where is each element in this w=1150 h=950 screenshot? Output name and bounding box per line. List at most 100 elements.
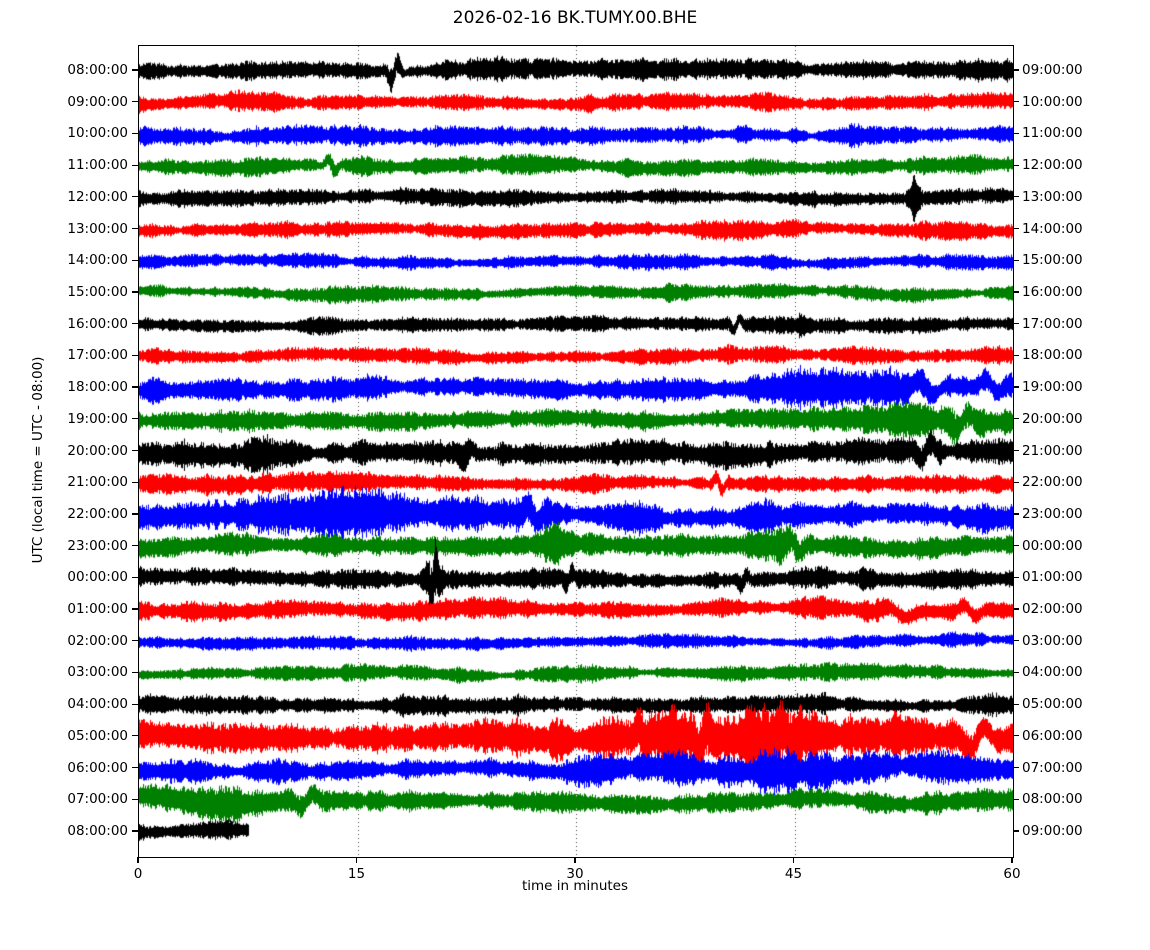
y-tick-right [1013, 196, 1019, 198]
y-tick-right [1013, 703, 1019, 705]
local-time-label: 16:00:00 [1022, 283, 1083, 300]
utc-time-label: 05:00:00 [67, 727, 128, 744]
utc-time-label: 08:00:00 [67, 823, 128, 839]
x-tick [792, 857, 795, 863]
x-tick [574, 857, 576, 863]
y-tick-right [1013, 132, 1019, 134]
local-time-label: 08:00:00 [1022, 791, 1083, 808]
utc-time-label: 12:00:00 [67, 188, 128, 205]
local-time-label: 17:00:00 [1022, 315, 1083, 332]
y-tick-left [132, 259, 138, 261]
y-tick-left [132, 830, 138, 832]
y-tick-left [132, 735, 138, 737]
x-tick-label: 45 [784, 866, 803, 882]
local-time-label: 13:00:00 [1022, 188, 1083, 205]
y-tick-left [132, 132, 138, 134]
y-tick-left [132, 671, 138, 674]
y-tick-right [1013, 354, 1019, 356]
y-tick-right [1013, 386, 1019, 388]
y-tick-right [1013, 640, 1019, 642]
utc-time-label: 09:00:00 [67, 93, 128, 110]
utc-time-label: 08:00:00 [67, 62, 128, 78]
y-tick-right [1013, 830, 1019, 832]
y-tick-right [1013, 449, 1019, 452]
local-time-label: 04:00:00 [1022, 664, 1083, 681]
local-time-label: 03:00:00 [1022, 632, 1083, 649]
local-time-label: 10:00:00 [1022, 93, 1083, 110]
y-tick-left [132, 798, 138, 800]
x-tick [355, 857, 358, 863]
y-tick-left [132, 481, 138, 483]
utc-time-label: 02:00:00 [67, 632, 128, 649]
x-tick [137, 857, 139, 863]
y-tick-left [132, 386, 138, 388]
y-tick-left [132, 291, 138, 293]
utc-time-label: 14:00:00 [67, 252, 128, 269]
y-tick-right [1013, 513, 1019, 515]
y-tick-right [1013, 291, 1019, 293]
utc-time-label: 23:00:00 [67, 537, 128, 554]
y-tick-right [1013, 735, 1019, 737]
utc-time-label: 17:00:00 [67, 347, 128, 364]
local-time-label: 14:00:00 [1022, 220, 1083, 237]
y-tick-right [1013, 798, 1019, 800]
utc-time-label: 01:00:00 [67, 601, 128, 618]
y-tick-left [132, 513, 138, 515]
y-tick-left [132, 227, 138, 230]
y-tick-left [132, 323, 138, 325]
y-tick-right [1013, 259, 1019, 261]
local-time-label: 20:00:00 [1022, 410, 1083, 427]
y-tick-left [132, 449, 138, 452]
local-time-label: 01:00:00 [1022, 569, 1083, 586]
seismogram-traces-canvas [139, 46, 1013, 857]
local-time-label: 06:00:00 [1022, 727, 1083, 744]
x-tick-label: 60 [1003, 866, 1021, 882]
x-tick-label: 30 [566, 866, 584, 882]
local-time-label: 11:00:00 [1022, 125, 1083, 142]
y-tick-left [132, 766, 138, 769]
y-tick-right [1013, 418, 1019, 420]
y-tick-left [132, 101, 138, 103]
utc-time-label: 10:00:00 [67, 125, 128, 142]
y-tick-left [132, 69, 138, 71]
local-time-label: 19:00:00 [1022, 379, 1083, 396]
x-tick-label: 0 [133, 866, 143, 882]
utc-time-label: 07:00:00 [67, 791, 128, 808]
y-tick-right [1013, 323, 1019, 325]
utc-time-label: 11:00:00 [67, 157, 128, 174]
y-tick-right [1013, 608, 1019, 610]
x-tick-label: 15 [347, 866, 366, 882]
utc-time-label: 22:00:00 [67, 505, 128, 522]
y-tick-right [1013, 69, 1019, 71]
local-time-label: 00:00:00 [1022, 537, 1083, 554]
x-axis-title: time in minutes [521, 878, 629, 894]
utc-time-label: 18:00:00 [67, 379, 128, 396]
utc-time-label: 03:00:00 [67, 664, 128, 681]
y-tick-right [1013, 671, 1019, 674]
local-time-label: 22:00:00 [1022, 474, 1083, 491]
y-tick-right [1013, 227, 1019, 230]
utc-time-label: 15:00:00 [67, 283, 128, 300]
local-time-label: 09:00:00 [1022, 823, 1083, 839]
y-tick-left [132, 576, 138, 578]
y-tick-right [1013, 766, 1019, 769]
utc-time-label: 19:00:00 [67, 410, 128, 427]
local-time-label: 23:00:00 [1022, 505, 1083, 522]
y-tick-right [1013, 101, 1019, 103]
y-tick-left [132, 608, 138, 610]
y-tick-left [132, 640, 138, 642]
y-tick-left [132, 196, 138, 198]
x-tick [1011, 857, 1013, 863]
local-time-label: 18:00:00 [1022, 347, 1083, 364]
y-tick-right [1013, 164, 1019, 166]
y-tick-left [132, 545, 138, 547]
plot-area [138, 45, 1014, 858]
utc-time-label: 00:00:00 [67, 569, 128, 586]
y-tick-left [132, 164, 138, 166]
y-tick-right [1013, 481, 1019, 483]
y-tick-left [132, 418, 138, 420]
utc-time-label: 13:00:00 [67, 220, 128, 237]
y-tick-left [132, 703, 138, 705]
y-tick-right [1013, 576, 1019, 578]
